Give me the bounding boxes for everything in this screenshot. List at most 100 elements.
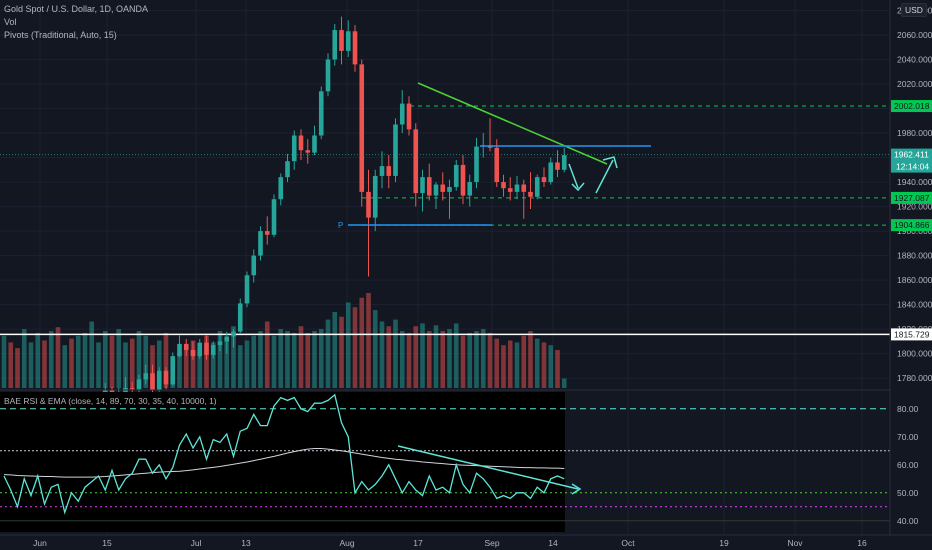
candlesticks [1,16,567,478]
candle-body [197,342,203,357]
down-arrow-head [571,182,585,192]
volume-bar [521,335,527,388]
volume-bar [258,331,263,388]
volume-bar [264,321,270,388]
pivot-level-tag [891,191,932,204]
volume-bar [480,329,486,388]
time-tick-label: 16 [857,538,867,548]
volume-bar [123,342,128,388]
price-tick-label: 2040.000 [897,54,932,64]
volume-bar [96,342,101,388]
price-tick-label: 1920.000 [897,202,932,212]
current-price-label: 1962.411 [894,150,929,160]
volume-bar [501,345,506,388]
candle-body [447,186,452,192]
volume-bar [217,331,223,388]
time-tick-label: Sep [484,538,499,548]
rsi-tick-label: 80.00 [897,404,919,414]
candle-body [183,343,189,350]
volume-bar [271,335,277,388]
volume-bar [440,331,446,388]
volume-bar [298,326,304,388]
volume-bar [548,345,554,388]
volume-bar [28,342,34,388]
candle-body [217,341,223,346]
candle-body [507,188,513,192]
pivot-level-label: 1904.866 [894,220,930,230]
volume-bar [244,340,250,388]
volume-bar [21,329,27,388]
symbol-title[interactable]: Gold Spot / U.S. Dollar, 1D, OANDA [4,4,149,14]
candle-body [325,59,331,92]
volume-bar [487,332,493,388]
pivot-level-tag [891,219,932,232]
rsi-legend[interactable]: BAE RSI & EMA (close, 14, 89, 70, 30, 35… [4,396,217,406]
volume-bar [136,331,142,388]
volume-bar [393,319,398,388]
candle-body [474,146,479,183]
currency-button[interactable]: USD [901,3,927,17]
volume-bar [69,338,74,388]
time-tick-label: 13 [241,538,251,548]
candle-body [271,199,277,235]
time-tick-label: 14 [548,538,558,548]
candle-body [379,166,385,176]
drawings [348,82,651,226]
volume-bar [332,312,338,388]
candle-body [406,103,412,130]
price-tick-label: 2060.000 [897,30,932,40]
chart-legend: Gold Spot / U.S. Dollar, 1D, OANDA Vol P… [4,3,148,42]
volume-bar [8,342,14,388]
candle-body [501,182,506,189]
up-arrow-shaft [595,159,614,194]
candle-body [393,124,398,176]
candle-body [318,91,324,136]
pivots-legend[interactable]: Pivots (Traditional, Auto, 15) [4,30,117,40]
volume-bar [48,331,54,388]
time-tick-label: Aug [339,538,354,548]
candle-body [521,184,527,192]
rsi-axis[interactable]: 40.00 50.00 60.00 70.00 80.00 [897,404,919,526]
rsi-arrow-head [571,483,582,495]
candle-body [420,177,425,194]
volume-bar [345,302,351,388]
volume-legend[interactable]: Vol [4,17,17,27]
volume-bar [467,332,473,388]
candle-body [237,303,243,332]
volume-bar [318,329,324,388]
time-tick-label: Jul [191,538,202,548]
candle-body [177,343,182,357]
volume-bar [379,321,385,388]
volume-bar [359,297,365,388]
up-arrow-head [602,156,618,169]
volume-bar [386,326,392,388]
rsi-dark-area [0,392,565,532]
candle-body [467,182,473,196]
candle-body [534,177,540,197]
rsi-trendline [397,445,579,490]
volume-bar [42,340,47,388]
pivot-marker-label: P [338,221,343,230]
candle-body [528,191,533,197]
candle-body [258,231,263,256]
volume-bar [143,335,149,388]
volume-bar [507,340,513,388]
volume-bar [561,378,567,388]
candle-body [426,177,432,196]
volume-bar [204,335,209,388]
time-axis[interactable]: Jun 15 Jul 13 Aug 17 Sep 14 Oct 19 Nov 16 [33,538,867,548]
candle-body [413,129,419,194]
candle-body [231,331,236,337]
volume-bar [285,331,290,388]
volume-bar [129,338,135,388]
candle-body [541,177,547,183]
price-tick-label: 1780.000 [897,373,932,383]
candle-body [156,370,162,391]
volume-bar [555,350,560,388]
volume-bar [366,293,371,388]
price-tick-label: 1940.000 [897,177,932,187]
candle-body [143,373,149,380]
volume-bars [1,293,567,388]
candle-body [366,191,371,218]
